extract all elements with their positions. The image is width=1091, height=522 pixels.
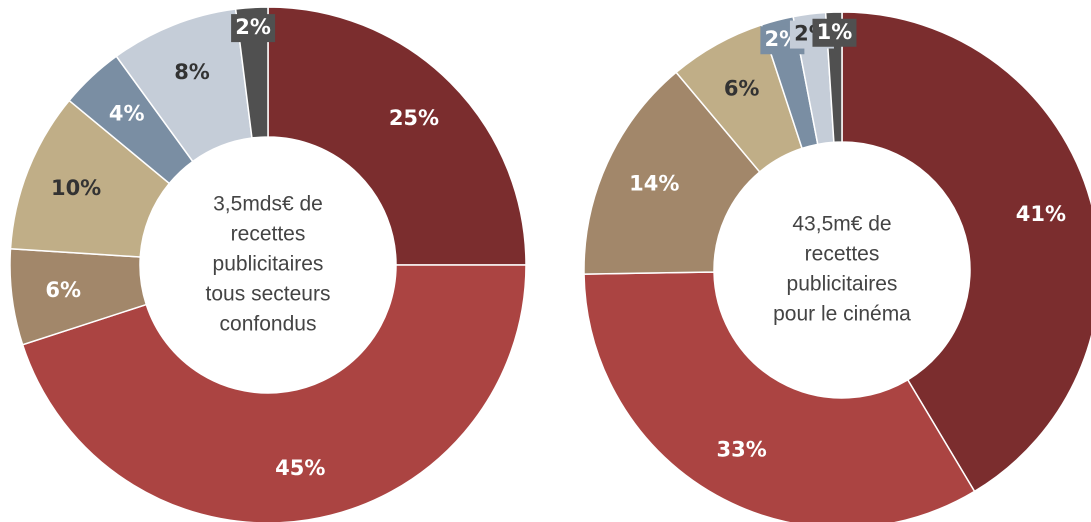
data-label: 6% [45,278,81,302]
center-text: publicitaires [213,253,324,276]
data-label: 8% [174,60,210,84]
donut-slice [583,271,976,522]
data-label: 6% [724,77,760,101]
data-label: 1% [817,20,853,44]
data-label: 14% [629,171,679,195]
center-text: recettes [231,223,306,246]
center-text: 3,5mds€ de [213,193,323,216]
label-box [231,14,276,43]
donut-slice [21,264,527,522]
donut-slice [841,11,1091,493]
data-label: 2% [235,15,271,39]
center-text: 43,5m€ de [792,213,891,236]
data-label: 45% [275,456,325,480]
data-label: 25% [389,106,439,130]
center-text: recettes [805,243,880,266]
donut-slice [267,6,527,266]
center-text: publicitaires [787,273,898,296]
donut-slice [583,71,761,275]
data-label: 41% [1016,202,1066,226]
label-box [812,18,857,47]
center-text: confondus [220,313,317,336]
center-text: pour le cinéma [773,303,911,326]
data-label: 33% [717,437,767,461]
data-label: 4% [109,102,145,126]
data-label: 10% [51,176,101,200]
center-text: tous secteurs [206,283,331,306]
